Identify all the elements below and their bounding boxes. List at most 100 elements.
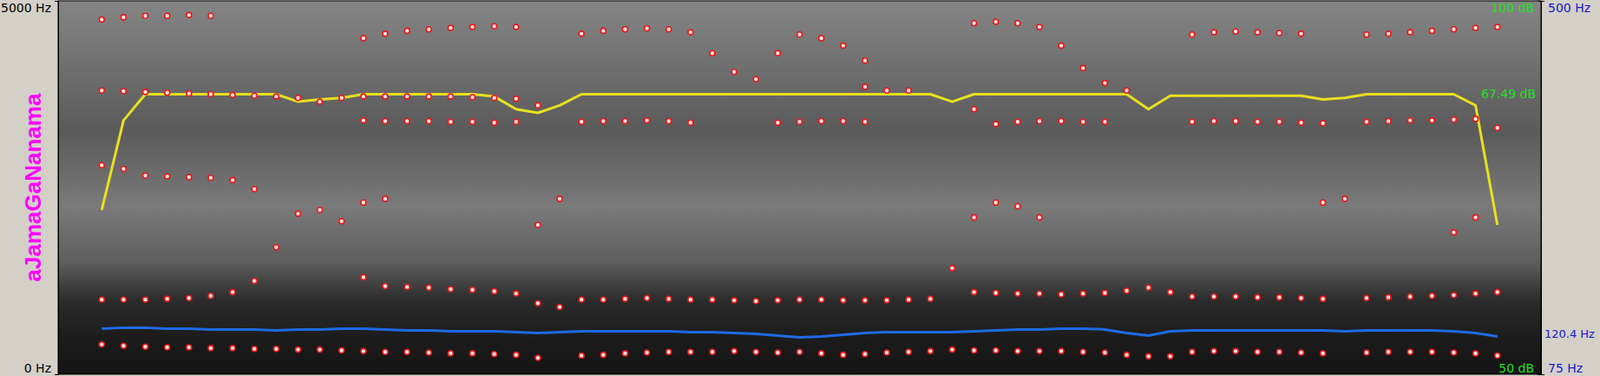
formant-point [1276,118,1282,125]
formant-point [819,118,825,124]
formant-point [797,118,803,125]
formant-point [339,347,345,353]
formant-point [360,118,367,124]
formant-point [644,118,650,124]
formant-point [208,345,214,351]
formant-point [360,274,367,280]
formant-point [666,26,672,33]
formant-point [426,284,432,290]
formant-point [971,347,978,353]
formant-point [164,90,171,96]
formant-point [1101,118,1108,125]
formant-point [470,24,476,30]
formant-point [1473,25,1479,31]
formant-point [1473,116,1479,122]
formant-point [774,119,781,125]
formant-point [731,69,737,75]
formant-point [731,297,737,303]
formant-point [905,348,912,355]
plot-frame [58,0,1541,374]
formant-point [1015,203,1021,210]
formant-point [819,35,825,41]
tick-label: 5000 Hz [0,0,52,15]
formant-point [688,119,694,125]
formant-point [535,300,541,306]
formant-point [1058,347,1064,354]
formant-point [1036,118,1043,124]
formant-point [1429,27,1435,33]
title: aJamaGaNanama [19,92,46,282]
formant-point [164,173,171,179]
formant-point [774,50,781,56]
formant-point [709,296,715,302]
formant-point [993,121,999,127]
formant-point [600,296,606,302]
formant-point [688,29,694,35]
formant-point [840,352,846,358]
formant-point [404,283,410,289]
formant-point [1015,347,1021,354]
formant-point [1276,294,1282,300]
tick-mark [54,0,59,2]
formant-point [578,353,584,359]
formant-point [447,25,453,31]
tick-mark [1537,373,1541,375]
formant-point [426,93,432,99]
formant-point [1473,290,1479,296]
formant-point [557,304,563,310]
formant-point [143,13,149,19]
formant-point [229,288,236,295]
formant-point [251,186,257,192]
formant-point [164,344,171,350]
formant-point [1058,291,1064,297]
formant-point [1189,118,1195,125]
formant-point [1320,199,1326,205]
formant-point [1211,294,1217,300]
formant-point [1450,349,1456,355]
formant-point [382,93,388,99]
tick-label: 50 dB [1498,360,1535,375]
formant-point [884,349,890,355]
formant-point [382,31,388,37]
formant-point [1495,353,1501,359]
formant-point [622,350,628,356]
tick-label: 100 dB [1490,0,1535,15]
formant-point [447,286,453,292]
formant-point [491,23,498,29]
formant-point [753,76,759,82]
formant-point [578,31,584,37]
line-2 [101,94,1497,226]
formant-point [1473,214,1479,220]
formant-point [470,350,476,356]
tick: 100 dB [1490,0,1541,15]
formant-point [884,297,890,303]
formant-point [1495,124,1501,131]
axis-line [1541,1,1546,375]
axis-line [1537,1,1542,375]
formant-point [1320,295,1326,302]
formant-point [1058,43,1064,49]
formant-point [1254,348,1260,355]
formant-point [1473,350,1479,356]
formant-point [1429,348,1435,355]
formant-point [186,91,192,97]
formant-point [600,352,606,358]
formant-point [1320,120,1326,126]
formant-point [666,348,672,355]
formant-point [382,118,388,124]
formant-point [840,297,846,303]
formant-point [229,177,236,183]
formant-point [1015,290,1021,296]
formant-point [1232,347,1239,354]
tick: 500 Hz [1540,0,1591,15]
formant-point [382,348,388,355]
formant-point [513,24,519,30]
formant-point [513,96,519,102]
formant-point [1101,80,1108,86]
formant-point [404,93,410,99]
formant-point [164,295,171,302]
formant-point [644,26,650,32]
formant-point [927,295,933,302]
formant-point [1123,352,1129,358]
formant-point [120,88,126,94]
